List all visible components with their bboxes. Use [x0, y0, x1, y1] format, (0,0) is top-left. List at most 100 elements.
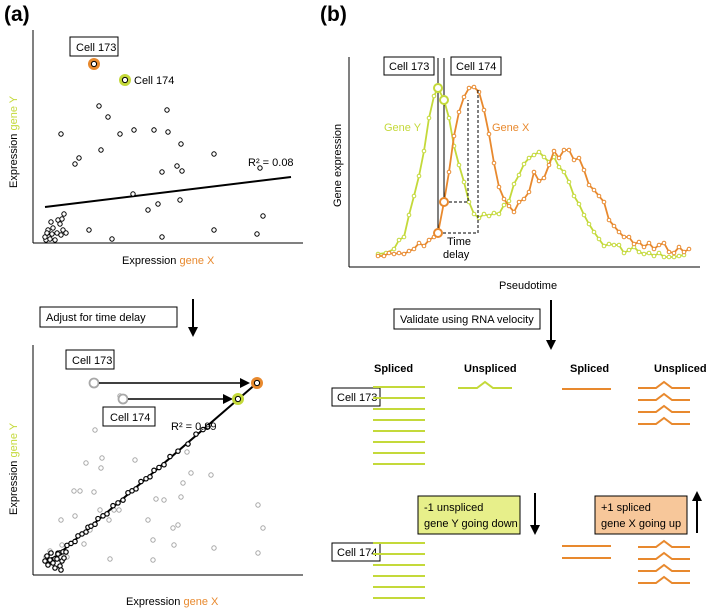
gene-y-point: [516, 172, 522, 178]
gene-x-label: Gene X: [492, 122, 530, 134]
gene-x-point: [561, 147, 567, 153]
scatter-point: [165, 129, 171, 135]
scatter-point: [109, 236, 115, 242]
adjust-step-box: [39, 306, 178, 328]
gene-y-point: [636, 249, 642, 255]
top-cell-173-point: [90, 60, 98, 68]
bottom-scatter-plot: Cell 173 Cell 174 R² = 0.99 Expression g…: [8, 345, 303, 608]
gene-x-point: [481, 107, 487, 113]
gene-x-point: [681, 249, 687, 255]
gene-x-point: [606, 217, 612, 223]
gene-y-point: [461, 179, 467, 185]
original-point: [72, 513, 78, 519]
col-spliced-y: Spliced: [374, 363, 413, 375]
gene-y-point: [676, 253, 682, 259]
gene-x-point: [556, 155, 562, 161]
shifted-point: [138, 478, 144, 485]
gene-x-point: [566, 147, 572, 153]
gene-y-point: [556, 164, 562, 170]
gene-y-point: [446, 115, 452, 121]
gene-y-point: [571, 193, 577, 199]
gene-y-point: [486, 213, 492, 219]
scatter-point: [76, 155, 82, 161]
original-point: [145, 517, 151, 523]
shifted-point: [48, 550, 54, 556]
bottom-cell-173-label: Cell 173: [72, 355, 112, 367]
gene-x-point: [526, 189, 532, 195]
original-point: [180, 480, 186, 486]
timecourse-plot: Cell 173 Cell 174 Gene Y Gene X Time del…: [332, 56, 700, 292]
note-gene-y-box: [417, 495, 521, 535]
scatter-point: [58, 232, 64, 238]
gene-y-point: [666, 254, 672, 260]
original-point: [116, 507, 122, 513]
gene-y-point: [406, 212, 412, 218]
shifted-point: [61, 555, 67, 561]
gene-x-cell-173-point: [433, 228, 443, 238]
shifted-point: [72, 538, 78, 545]
gene-y-point: [561, 169, 567, 175]
gene-y-cell-173-point: [433, 83, 443, 93]
gene-x-point: [601, 199, 607, 205]
shifted-point: [52, 565, 58, 571]
original-point: [97, 507, 103, 513]
scatter-point: [159, 169, 165, 175]
note-gene-y-line1: -1 unspliced: [424, 502, 483, 514]
shifted-point: [200, 426, 206, 433]
gene-x-point: [375, 253, 381, 259]
top-cell-174-point: [121, 76, 129, 84]
shifted-point: [110, 502, 116, 509]
original-point: [77, 488, 83, 494]
gene-x-point: [596, 193, 602, 199]
timecourse-y-axis-label: Gene expression: [332, 124, 344, 207]
original-point: [58, 517, 64, 523]
original-point: [260, 525, 266, 531]
gene-x-point: [536, 178, 542, 184]
shifted-point: [151, 467, 157, 474]
original-point: [211, 545, 217, 551]
bottom-original-points: [43, 393, 266, 563]
shifted-point: [161, 461, 167, 468]
vel-cell-174-box: [331, 542, 381, 562]
gene-x-point: [676, 244, 682, 250]
gene-x-point: [631, 241, 637, 247]
time-delay-line2: delay: [443, 249, 470, 261]
gene-x-point: [386, 250, 392, 256]
gene-y-point: [421, 148, 427, 154]
gene-y-point: [586, 221, 592, 227]
gene-y-point: [606, 241, 612, 247]
original-point: [150, 557, 156, 563]
unspliced-transcript: [638, 563, 690, 572]
shifted-point: [156, 464, 162, 471]
gene-x-point: [406, 248, 412, 254]
gene-x-point: [611, 223, 617, 229]
note-gene-x-line1: +1 spliced: [601, 502, 651, 514]
bottom-cell-173-point: [253, 379, 261, 387]
gene-y-point: [576, 201, 582, 207]
shifted-point: [133, 486, 139, 492]
scatter-point: [155, 201, 161, 207]
original-point: [98, 465, 104, 471]
gene-x-point: [686, 246, 692, 252]
unspliced-transcript: [638, 404, 690, 413]
validate-step-label: Validate using RNA velocity: [400, 314, 534, 326]
shifted-point: [175, 448, 181, 454]
gene-y-point: [541, 154, 547, 160]
original-point: [170, 525, 176, 531]
scatter-point: [178, 141, 184, 147]
gene-y-point: [671, 254, 677, 260]
bottom-cell-174-box: [102, 406, 156, 427]
timecourse-x-axis-label: Pseudotime: [499, 280, 557, 292]
gene-x-point: [416, 240, 422, 246]
shifted-point: [120, 497, 126, 503]
unspliced-transcript: [638, 380, 690, 389]
gene-x-point: [426, 237, 432, 243]
gene-x-point: [491, 160, 497, 166]
gene-x-point: [641, 244, 647, 250]
shifted-point: [147, 473, 153, 480]
gene-y-point: [611, 242, 617, 248]
gene-y-point: [501, 202, 507, 208]
top-regression-line: [44, 176, 292, 208]
vel-cell-174-label: Cell 174: [337, 547, 377, 559]
